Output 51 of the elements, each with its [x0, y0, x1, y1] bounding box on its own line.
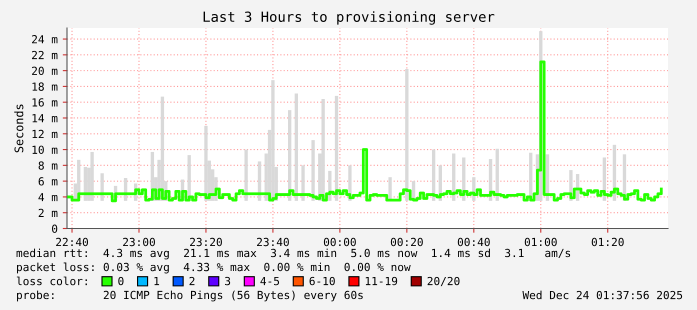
y-axis-title: Seconds	[14, 104, 24, 152]
y-tick-label: 14 m	[32, 114, 58, 122]
x-tick-label: 23:40	[257, 238, 289, 246]
bar	[84, 166, 88, 201]
text: probe: 20 ICMP Echo Pings (56 Bytes) every 60s	[17, 290, 363, 302]
y-tick-label: 18 m	[32, 82, 58, 91]
bar	[311, 140, 315, 201]
y-tick-label: 24 m	[32, 35, 58, 44]
x-tick-label: 00:40	[458, 238, 490, 246]
x-tick-label: 01:00	[524, 238, 557, 246]
legend-label: 20/20	[428, 276, 460, 286]
x-tick-label: 01:20	[592, 238, 624, 246]
legend-label: 0	[118, 276, 124, 286]
chart-title: Last 3 Hours to provisioning server	[204, 11, 494, 25]
y-tick-label: 22 m	[32, 50, 58, 60]
legend-label: 1	[154, 276, 160, 286]
y-tick-label: 6 m	[38, 177, 58, 186]
y-tick-label: 20 m	[32, 66, 58, 76]
y-tick-label: 16 m	[32, 98, 58, 107]
legend-label: 2	[190, 276, 194, 286]
text: median rtt: 4.3 ms avg 21.1 ms max 3.4 ms min 5.0 ms now 1.4 ms sd 3.1 am/s	[16, 248, 570, 260]
bar	[321, 99, 325, 201]
x-tick-label: 22:40	[56, 238, 88, 246]
legend-label: 11-19	[366, 276, 398, 286]
y-tick-label: 2 m	[38, 208, 58, 217]
y-tick-label: 4 m	[38, 193, 58, 202]
y-tick-label: 12 m	[32, 130, 58, 138]
y-tick-label: 0	[52, 224, 58, 233]
bar	[294, 94, 298, 201]
bar	[288, 110, 292, 201]
bar	[529, 152, 532, 201]
bar	[432, 150, 436, 201]
x-tick-label: 00:00	[324, 238, 356, 246]
bar	[100, 173, 104, 201]
y-tick-label: 8 m	[38, 161, 58, 170]
text: Wed Dec 24 01:37:56 2025	[522, 290, 682, 300]
x-tick-label: 23:00	[123, 238, 155, 246]
bar	[90, 152, 94, 201]
bar	[244, 150, 248, 201]
legend-title: loss color:	[16, 276, 87, 286]
bar	[452, 154, 456, 201]
legend-label: 3	[225, 276, 230, 286]
x-tick-label: 23:20	[190, 238, 222, 246]
bar	[271, 80, 275, 201]
bar	[405, 69, 409, 201]
x-tick-label: 00:20	[390, 238, 423, 246]
bar	[496, 148, 499, 201]
text: packet loss: 0.03 % avg 4.33 % max 0.00 % min 0.00 % now	[17, 262, 411, 274]
legend-label: 4-5	[260, 276, 280, 286]
y-tick-label: 10 m	[32, 146, 58, 154]
legend-label: 6-10	[310, 276, 335, 286]
